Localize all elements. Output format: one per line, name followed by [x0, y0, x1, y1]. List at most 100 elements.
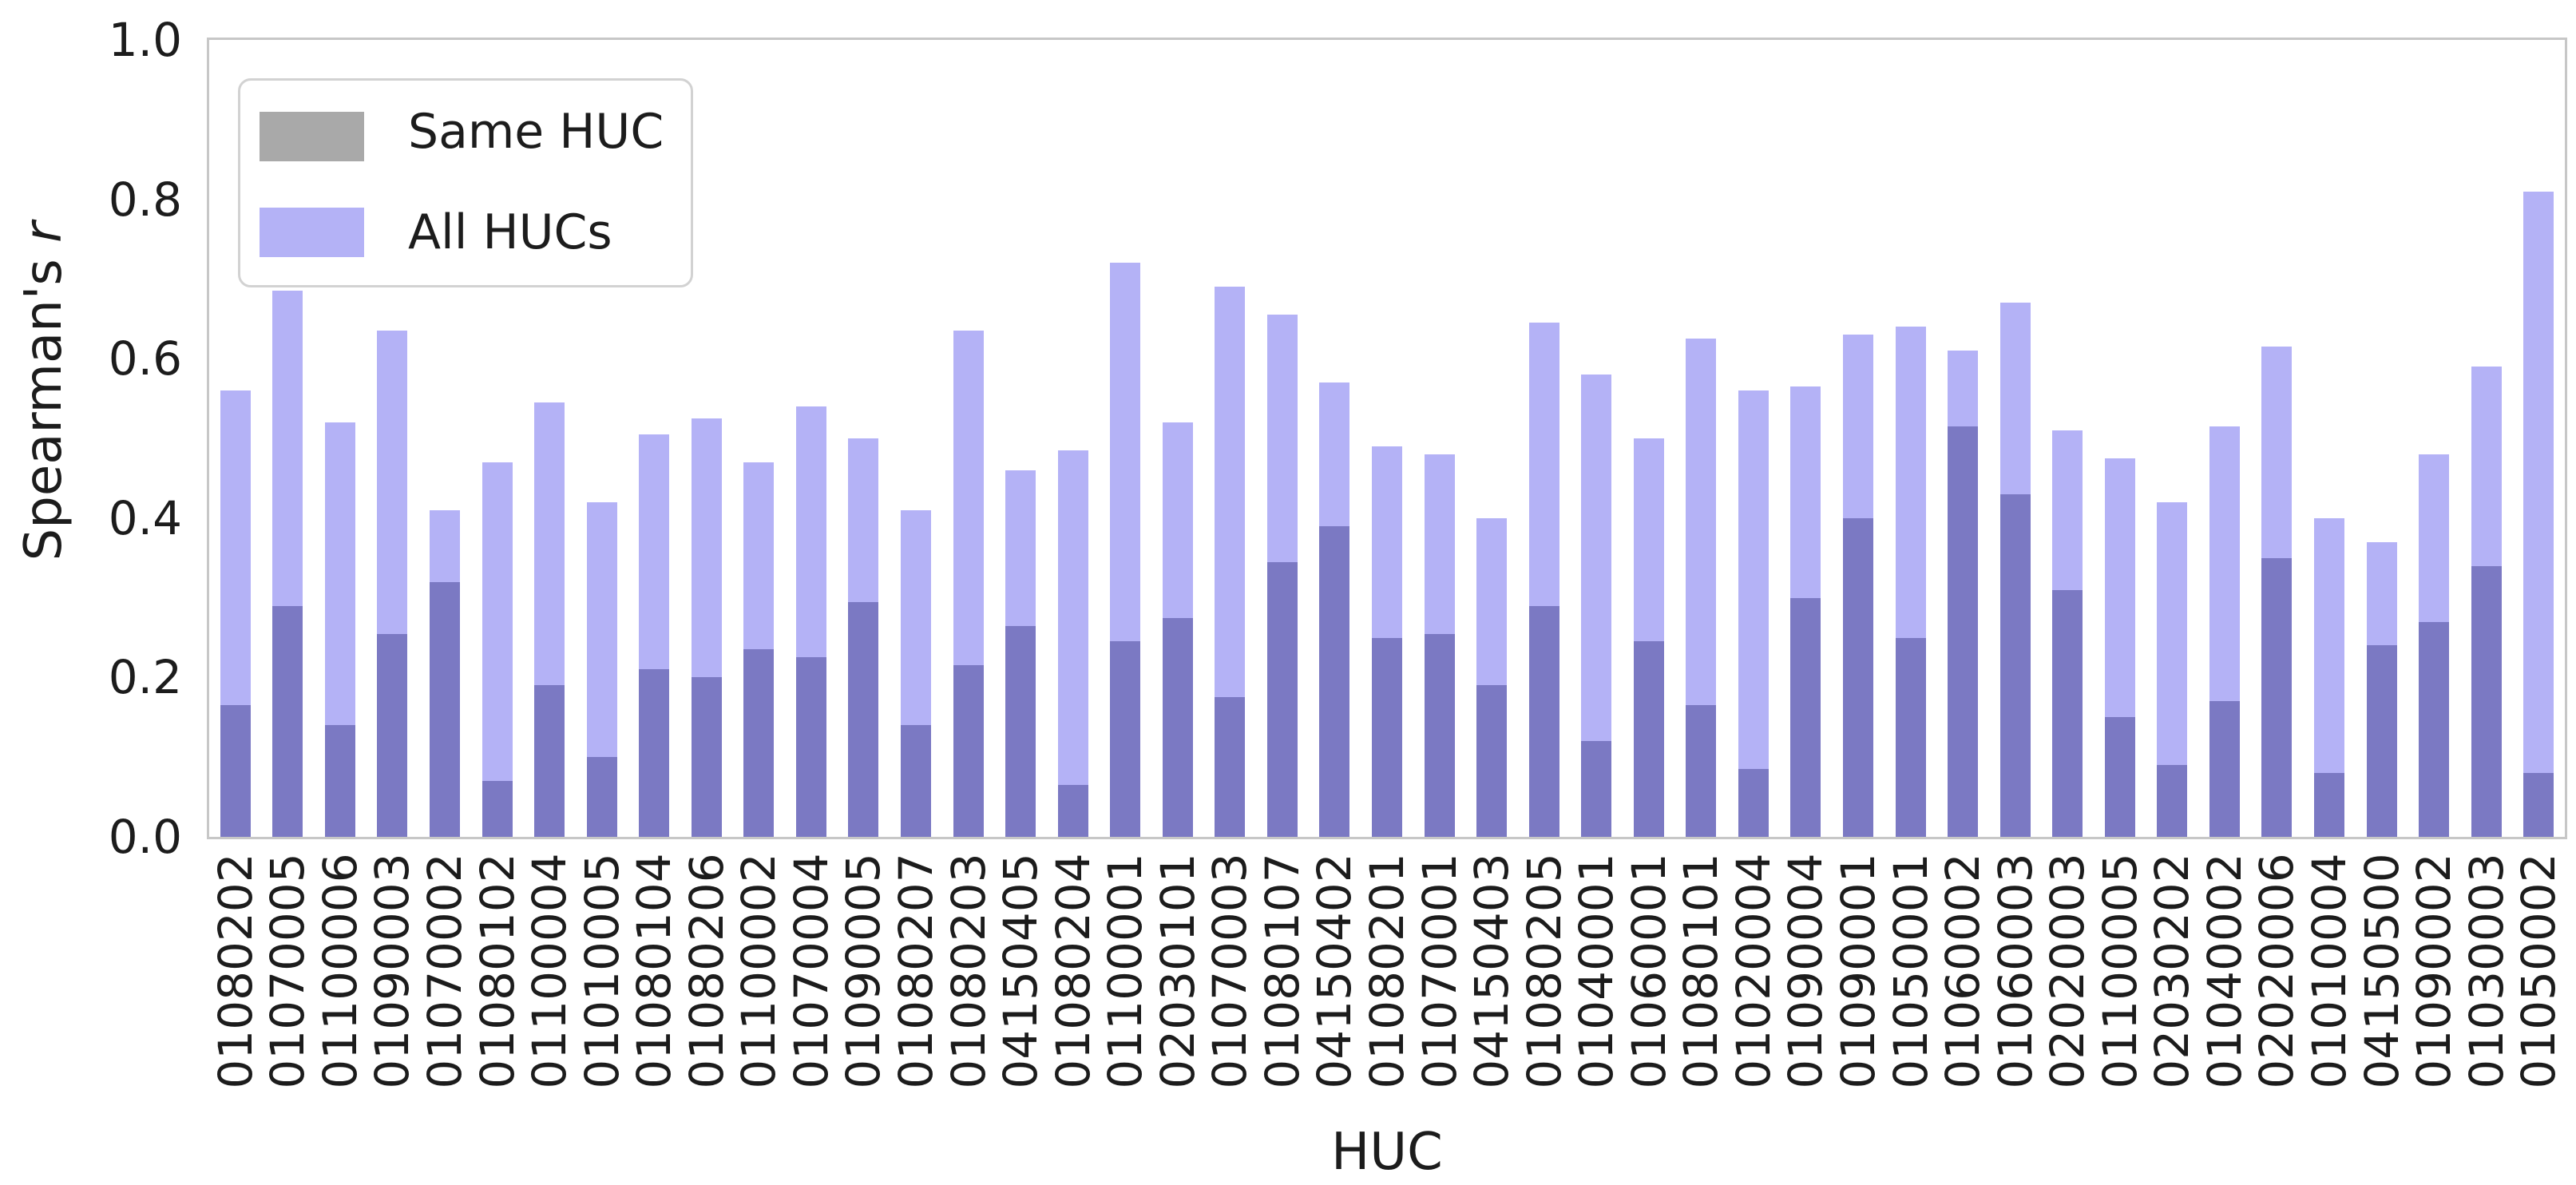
y-tick-label: 0.2: [108, 650, 182, 705]
x-tick-label: 01100005: [2092, 853, 2147, 1089]
bar-same-huc: [1895, 637, 1926, 837]
x-tick-label: 01090003: [365, 853, 420, 1089]
x-tick-label: 01100002: [731, 853, 787, 1089]
bar-same-huc: [1581, 741, 1612, 837]
bar-same-huc: [1948, 426, 1979, 837]
x-tick-label: 01030003: [2459, 853, 2514, 1089]
x-tick-label: 01080201: [1360, 853, 1414, 1089]
x-tick-label: 01090001: [1831, 853, 1885, 1089]
bar-same-huc: [743, 649, 775, 837]
x-tick-label: 01070004: [783, 853, 838, 1089]
x-tick-label: 04150500: [2354, 853, 2409, 1089]
x-tick-label: 01100004: [522, 853, 577, 1089]
x-tick-label: 01060002: [1936, 853, 1991, 1089]
x-tick-label: 01080205: [1516, 853, 1571, 1089]
x-tick-label: 01070002: [418, 853, 472, 1089]
bar-same-huc: [220, 705, 251, 837]
x-tick-label: 01100006: [312, 853, 367, 1089]
bar-all-hucs: [482, 462, 513, 837]
bar-same-huc: [430, 581, 460, 837]
bar-same-huc: [691, 677, 722, 837]
y-tick-label: 0.6: [108, 331, 182, 386]
bar-same-huc: [324, 725, 355, 837]
x-axis-title: HUC: [1331, 1123, 1443, 1182]
bar-all-hucs: [2523, 191, 2554, 837]
legend: Same HUC All HUCs: [238, 78, 693, 287]
x-tick-label: 02030101: [1150, 853, 1205, 1089]
bar-same-huc: [953, 665, 984, 837]
bar-same-huc: [1686, 705, 1717, 837]
x-tick-label: 01080102: [470, 853, 525, 1089]
bar-same-huc: [2366, 645, 2397, 837]
bar-same-huc: [534, 685, 565, 837]
legend-swatch-all-hucs: [260, 208, 364, 257]
bar-same-huc: [1162, 617, 1193, 837]
bar-same-huc: [1215, 697, 1246, 837]
bar-same-huc: [2104, 717, 2135, 837]
x-tick-label: 01060001: [1621, 853, 1676, 1089]
x-tick-label: 01070003: [1203, 853, 1258, 1089]
y-axis-title-text: Spearman's: [14, 242, 73, 561]
bar-same-huc: [2314, 773, 2344, 837]
bar-same-huc: [1999, 493, 2031, 837]
bar-same-huc: [1005, 625, 1036, 837]
bar-same-huc: [482, 781, 513, 837]
bar-same-huc: [1424, 633, 1455, 837]
bar-same-huc: [1528, 605, 1559, 837]
legend-swatch-same-huc: [260, 112, 364, 161]
x-tick-label: 01080206: [679, 853, 734, 1089]
x-tick-label: 01010004: [2302, 853, 2356, 1089]
bar-same-huc: [1110, 641, 1141, 837]
y-tick-label: 1.0: [108, 13, 182, 67]
x-tick-label: 01080202: [208, 853, 263, 1089]
legend-label-same-huc: Same HUC: [408, 104, 664, 160]
bar-same-huc: [2261, 557, 2293, 837]
y-axis-title: Spearman's r: [14, 72, 74, 711]
bar-same-huc: [1057, 785, 1088, 837]
x-tick-label: 04150402: [1307, 853, 1362, 1089]
x-tick-label: 01040001: [1569, 853, 1624, 1089]
bar-same-huc: [377, 633, 408, 837]
x-tick-label: 01090002: [2407, 853, 2462, 1089]
x-tick-label: 01080207: [889, 853, 943, 1089]
bar-all-hucs: [1057, 450, 1088, 837]
bar-same-huc: [2419, 621, 2450, 837]
y-tick-label: 0.8: [108, 172, 182, 227]
x-tick-label: 02020003: [2040, 853, 2095, 1089]
x-tick-label: 04150405: [993, 853, 1048, 1089]
x-tick-label: 01090005: [836, 853, 891, 1089]
x-tick-label: 01100001: [1098, 853, 1153, 1089]
x-tick-label: 01080104: [627, 853, 682, 1089]
x-tick-label: 02030202: [2145, 853, 2200, 1089]
y-tick-label: 0.4: [108, 490, 182, 545]
bar-same-huc: [1790, 597, 1821, 837]
bar-same-huc: [586, 757, 617, 837]
x-tick-label: 01020004: [1726, 853, 1781, 1089]
x-tick-label: 01050002: [2511, 853, 2566, 1089]
bar-same-huc: [272, 605, 303, 837]
bar-same-huc: [1372, 637, 1402, 837]
bar-same-huc: [1266, 561, 1298, 837]
bar-same-huc: [639, 669, 670, 837]
bar-same-huc: [2523, 773, 2554, 837]
x-tick-label: 01070005: [260, 853, 315, 1089]
bar-same-huc: [901, 725, 931, 837]
x-tick-label: 01040002: [2197, 853, 2252, 1089]
bar-same-huc: [1738, 769, 1769, 837]
bar-same-huc: [1843, 517, 1873, 837]
bar-same-huc: [2471, 565, 2502, 837]
y-tick-label: 0.0: [108, 810, 182, 864]
bar-same-huc: [1476, 685, 1508, 837]
x-tick-label: 01060003: [1987, 853, 2043, 1089]
bar-same-huc: [1633, 641, 1664, 837]
bar-same-huc: [2052, 589, 2083, 837]
bar-same-huc: [795, 657, 826, 837]
x-tick-label: 04150403: [1464, 853, 1520, 1089]
x-tick-label: 01080204: [1045, 853, 1100, 1089]
bar-all-hucs: [1738, 390, 1769, 837]
x-tick-label: 01050001: [1883, 853, 1938, 1089]
legend-label-all-hucs: All HUCs: [408, 204, 612, 260]
x-tick-label: 01010005: [574, 853, 629, 1089]
x-tick-label: 01070001: [1412, 853, 1467, 1089]
